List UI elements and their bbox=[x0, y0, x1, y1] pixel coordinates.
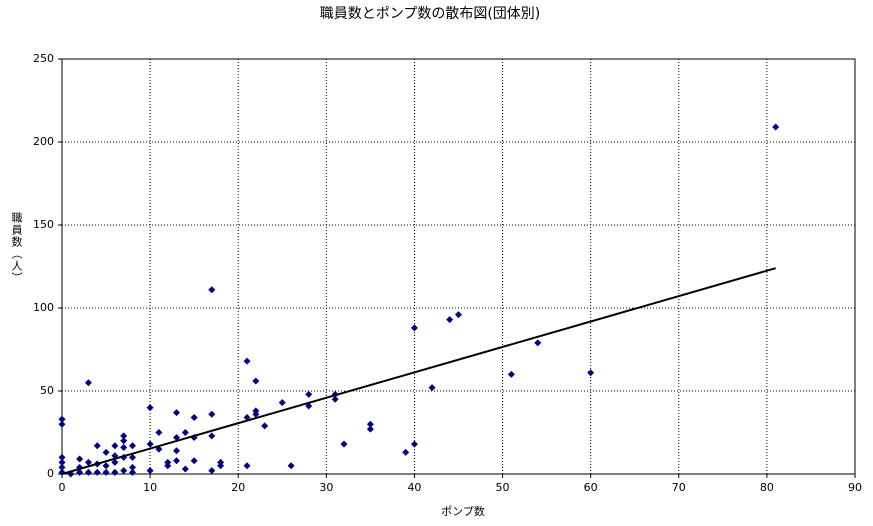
data-point bbox=[120, 437, 128, 445]
data-point bbox=[331, 395, 339, 403]
plot-border bbox=[61, 58, 856, 475]
data-point bbox=[120, 432, 128, 440]
y-tick-label: 250 bbox=[33, 52, 54, 65]
data-point bbox=[128, 442, 136, 450]
data-point bbox=[534, 339, 542, 347]
data-point bbox=[217, 462, 225, 470]
x-tick-label: 0 bbox=[59, 481, 66, 494]
data-point bbox=[58, 458, 66, 466]
data-point bbox=[181, 429, 189, 436]
data-point bbox=[428, 384, 436, 392]
data-point bbox=[287, 462, 295, 470]
data-point bbox=[208, 432, 216, 440]
x-tick-label: 80 bbox=[760, 481, 774, 494]
data-point bbox=[84, 458, 92, 466]
x-tick-label: 10 bbox=[143, 481, 157, 494]
data-point bbox=[208, 467, 216, 475]
data-point bbox=[164, 462, 172, 470]
y-tick-label: 200 bbox=[33, 135, 54, 148]
data-point bbox=[455, 311, 462, 319]
data-point bbox=[181, 465, 189, 473]
data-point bbox=[111, 468, 119, 476]
data-point bbox=[93, 468, 101, 476]
data-point bbox=[128, 453, 136, 461]
data-point bbox=[190, 457, 198, 465]
y-tick-label: 0 bbox=[47, 467, 54, 480]
data-point bbox=[76, 468, 84, 476]
data-point bbox=[208, 410, 216, 418]
data-point bbox=[366, 425, 374, 433]
data-point bbox=[102, 468, 110, 476]
data-point bbox=[243, 357, 251, 365]
data-point bbox=[58, 453, 66, 461]
data-point bbox=[243, 462, 251, 470]
data-point bbox=[155, 429, 163, 436]
x-tick-label: 70 bbox=[672, 481, 686, 494]
data-point bbox=[84, 468, 92, 476]
data-point bbox=[261, 422, 269, 430]
data-point bbox=[446, 316, 454, 324]
data-point bbox=[93, 442, 101, 450]
data-point bbox=[305, 390, 313, 398]
data-point bbox=[252, 377, 260, 385]
y-tick-label: 100 bbox=[33, 301, 54, 314]
data-point bbox=[402, 448, 410, 456]
data-point bbox=[84, 379, 92, 387]
data-point bbox=[146, 440, 154, 448]
data-point bbox=[772, 123, 780, 131]
data-point bbox=[58, 420, 66, 428]
x-tick-label: 40 bbox=[407, 481, 421, 494]
data-point bbox=[146, 467, 154, 475]
y-tick-label: 150 bbox=[33, 218, 54, 231]
chart-title: 職員数とポンプ数の散布図(団体別) bbox=[320, 6, 541, 22]
data-point bbox=[128, 468, 136, 476]
data-point bbox=[173, 409, 181, 417]
data-point bbox=[120, 443, 128, 451]
data-point bbox=[173, 457, 181, 465]
data-point bbox=[410, 324, 418, 332]
x-tick-label: 20 bbox=[231, 481, 245, 494]
data-point bbox=[146, 404, 154, 412]
x-tick-label: 90 bbox=[848, 481, 862, 494]
data-point bbox=[128, 463, 136, 471]
x-tick-label: 60 bbox=[584, 481, 598, 494]
data-point bbox=[120, 467, 128, 475]
data-point bbox=[587, 369, 595, 377]
data-point bbox=[340, 440, 348, 448]
data-point bbox=[252, 407, 260, 415]
data-point bbox=[58, 415, 66, 423]
data-point bbox=[208, 286, 216, 294]
data-point bbox=[111, 458, 119, 466]
data-point bbox=[76, 455, 84, 463]
data-point bbox=[102, 448, 110, 456]
y-axis-label: 職員数（人） bbox=[10, 212, 23, 284]
data-point bbox=[58, 463, 66, 471]
data-point bbox=[111, 442, 119, 450]
data-point bbox=[366, 420, 374, 428]
y-tick-label: 50 bbox=[40, 384, 54, 397]
data-point bbox=[410, 440, 418, 448]
x-tick-label: 30 bbox=[319, 481, 333, 494]
data-point bbox=[507, 370, 515, 378]
data-point bbox=[278, 399, 286, 407]
data-point bbox=[173, 433, 181, 441]
data-point bbox=[173, 447, 181, 455]
x-axis-label: ポンプ数 bbox=[441, 505, 485, 518]
x-tick-label: 50 bbox=[496, 481, 510, 494]
data-point bbox=[190, 414, 198, 422]
data-point bbox=[102, 462, 110, 470]
trend-line bbox=[61, 267, 776, 475]
